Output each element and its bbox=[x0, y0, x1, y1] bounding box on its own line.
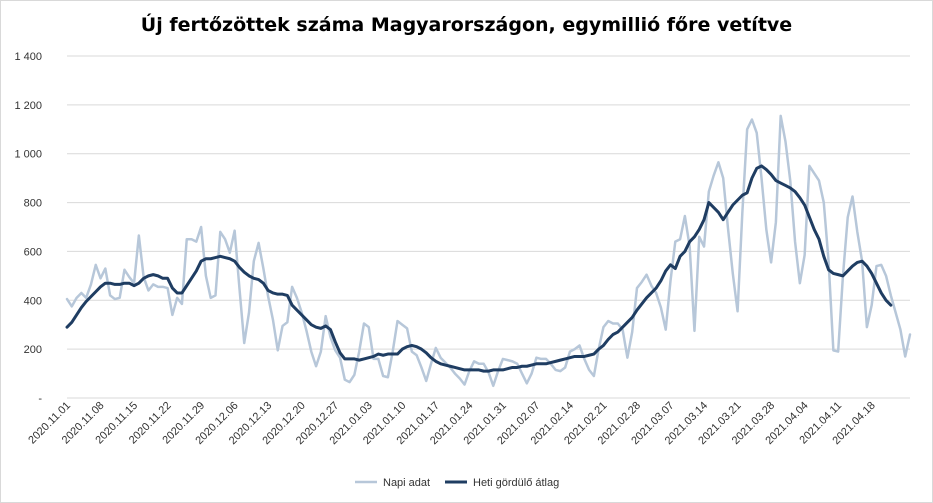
y-tick-label: 1 400 bbox=[14, 51, 42, 63]
x-tick-layer: 2020.11.012020.11.082020.11.152020.11.22… bbox=[26, 400, 878, 447]
y-tick-label: 800 bbox=[24, 198, 42, 210]
y-tick-layer: - 200 400 600 800 1 000 1 200 1 400 bbox=[14, 51, 42, 405]
series-line-heti-atlag bbox=[65, 164, 893, 373]
legend-label: Napi adat bbox=[383, 477, 430, 489]
series-line-napi-adat bbox=[65, 114, 912, 388]
y-tick-label: 400 bbox=[24, 295, 42, 307]
grid-layer bbox=[67, 55, 910, 399]
series-layer bbox=[65, 114, 912, 388]
y-tick-label: 200 bbox=[24, 344, 42, 356]
y-tick-label: 600 bbox=[24, 246, 42, 258]
legend-label: Heti gördülő átlag bbox=[473, 477, 559, 489]
y-tick-label: - bbox=[38, 393, 42, 405]
chart-title: Új fertőzöttek száma Magyarországon, egy… bbox=[140, 14, 793, 36]
y-tick-label: 1 000 bbox=[14, 149, 42, 161]
y-tick-label: 1 200 bbox=[14, 100, 42, 112]
legend: Napi adat Heti gördülő átlag bbox=[355, 477, 559, 489]
